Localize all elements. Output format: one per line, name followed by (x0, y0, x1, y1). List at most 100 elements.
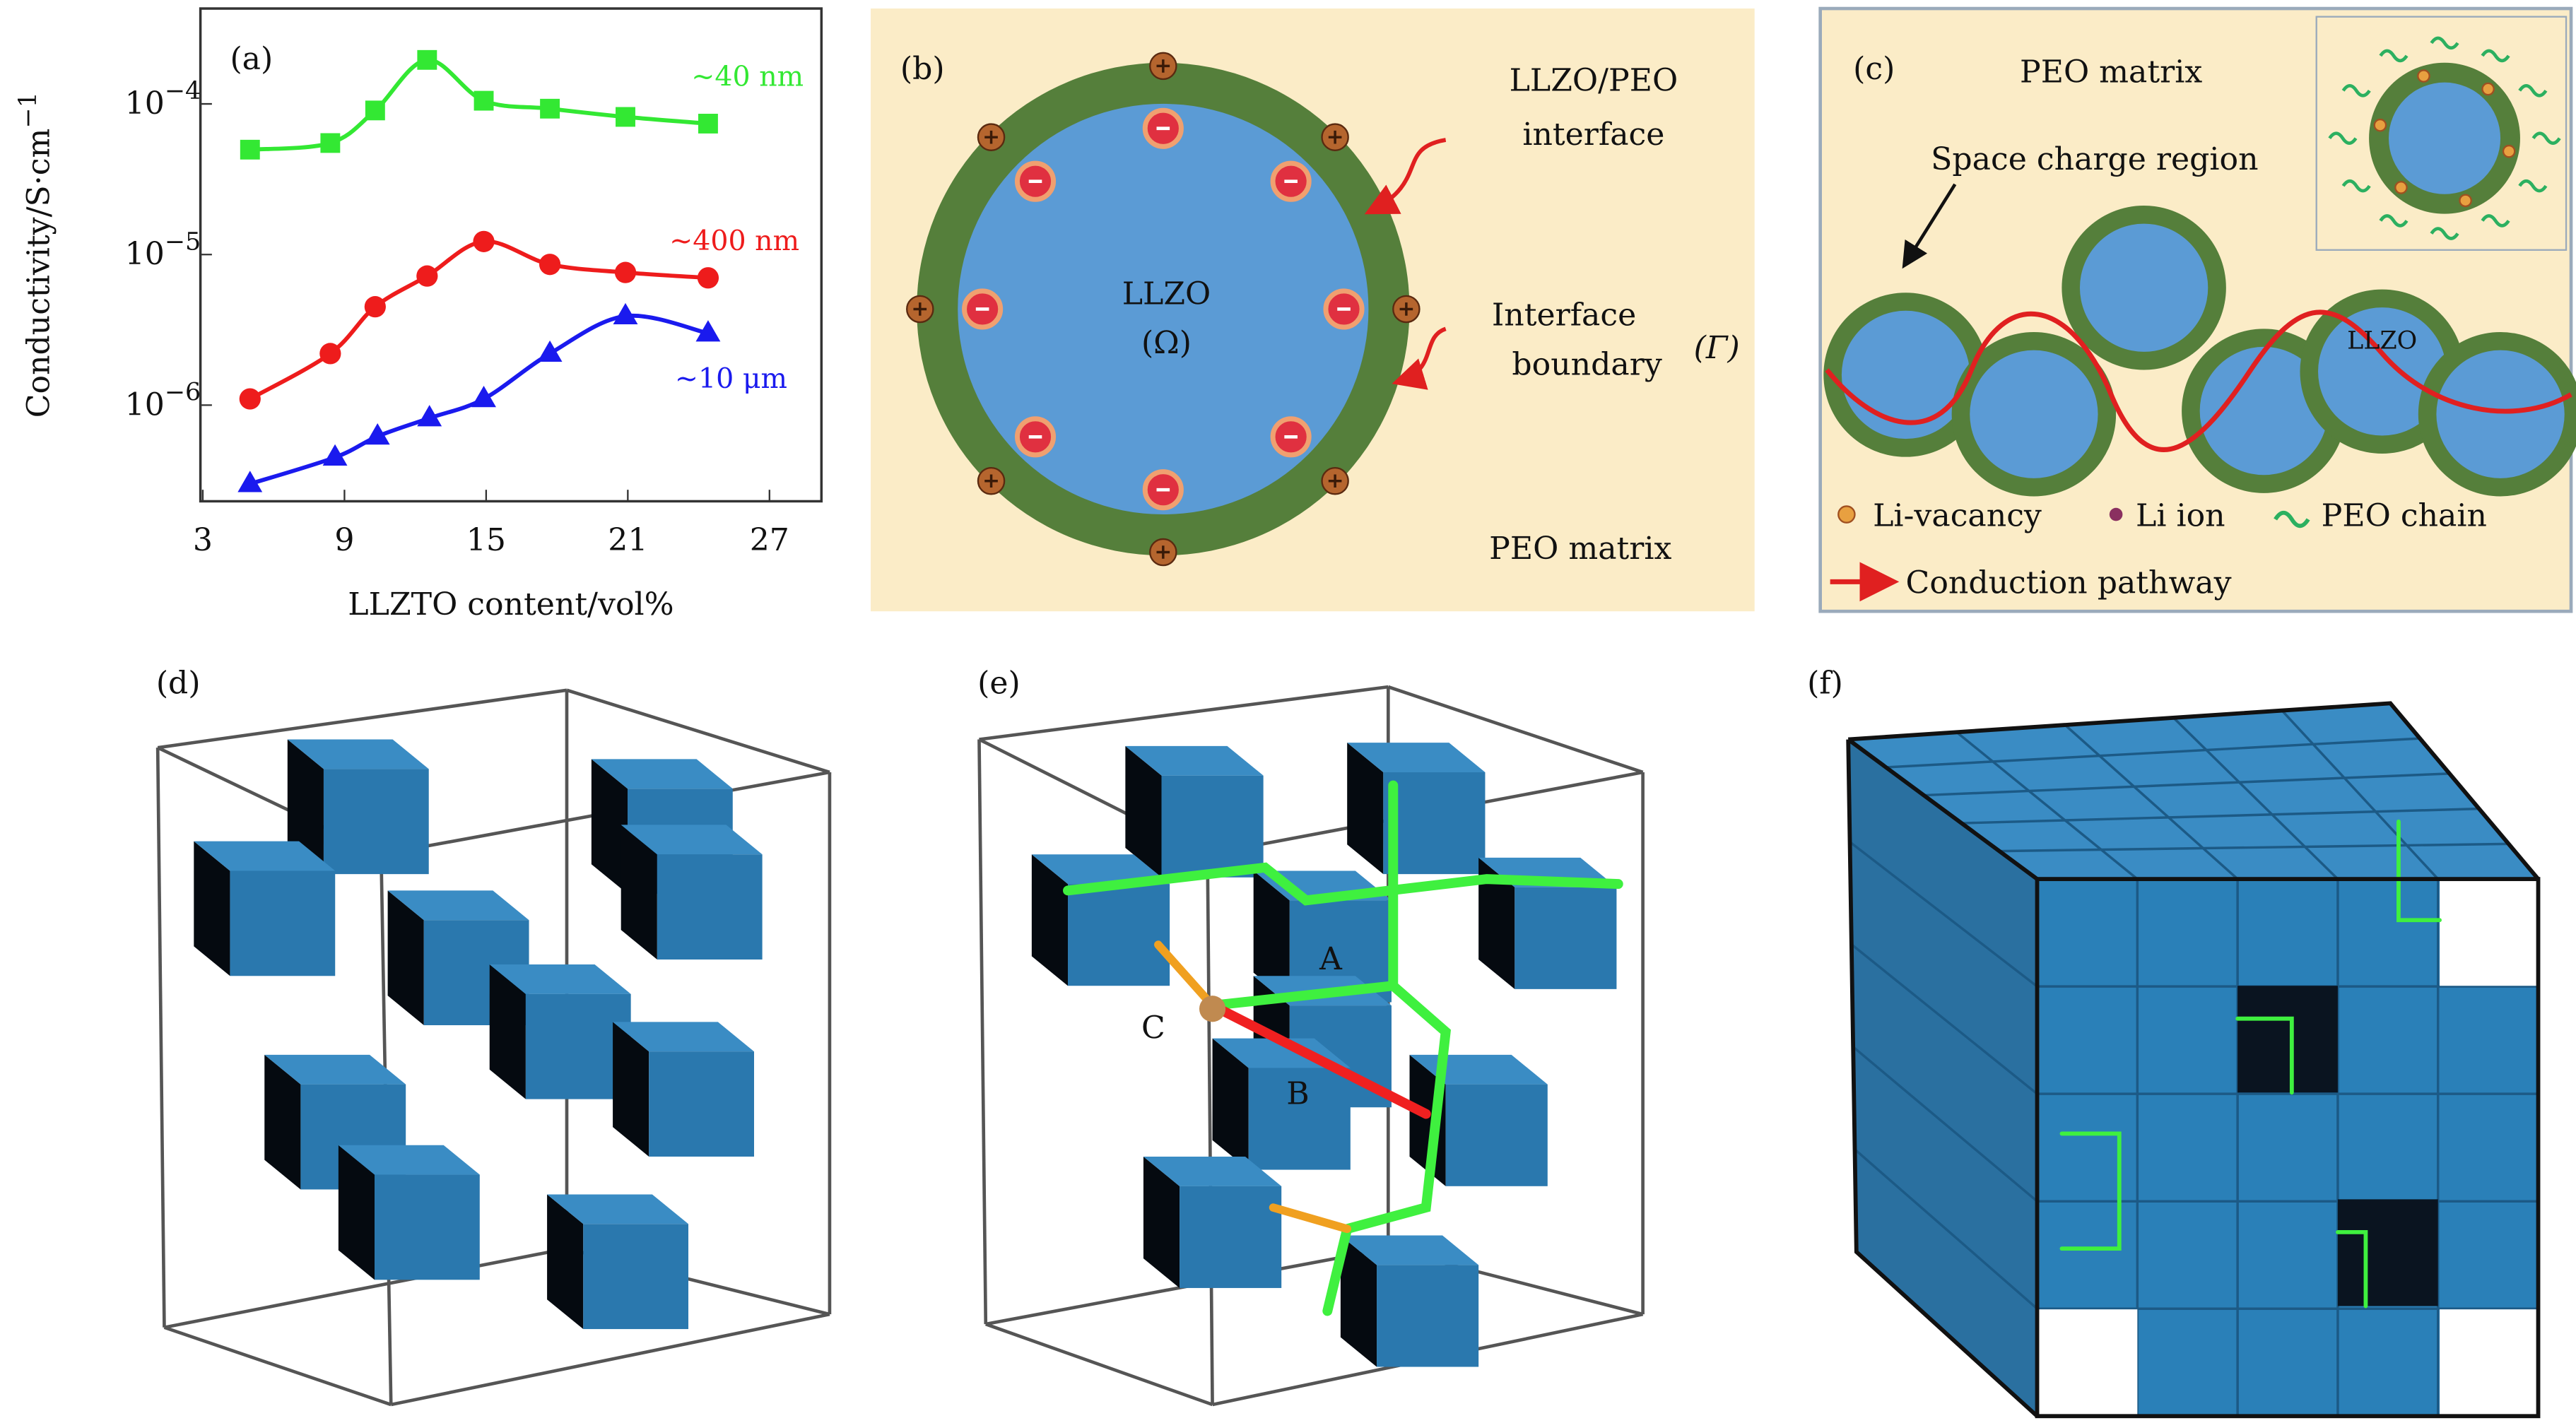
panel-c: (c) PEO matrix Space charge region LLZO … (1818, 6, 2576, 613)
cube-side (591, 759, 628, 894)
grid (1924, 772, 2450, 797)
charges (906, 52, 1421, 567)
peo-chain (2481, 49, 2510, 63)
marker (417, 49, 437, 70)
cube-top (1031, 854, 1170, 885)
marker (471, 385, 496, 408)
x-tick-label: 15 (466, 522, 506, 558)
cube-front (1445, 1084, 1548, 1186)
label: Space charge region (1931, 141, 2258, 177)
grid (1850, 943, 2038, 1095)
cube-front (1515, 887, 1617, 989)
grid (1854, 1148, 2038, 1310)
panel-label: (e) (977, 665, 1021, 701)
marker (237, 471, 263, 492)
cube-top (1340, 1235, 1479, 1265)
marker (364, 296, 386, 318)
cube-front (1068, 884, 1170, 986)
marker (616, 107, 635, 127)
cube-side (613, 1022, 649, 1157)
label: (Γ) (1694, 330, 1740, 366)
cube-top (489, 964, 631, 994)
y-tick-base: 10 (125, 386, 165, 423)
marker (474, 90, 494, 111)
x-tick-label: 9 (334, 522, 354, 558)
marker (240, 139, 260, 160)
box-edge (1387, 685, 1644, 774)
cube-top (194, 841, 336, 871)
particle-core (2318, 307, 2447, 436)
junction (1199, 996, 1226, 1022)
box-edge (979, 685, 1389, 741)
panel-b: (b) LLZO/PEO interface LLZO (Ω) Interfac… (871, 8, 1755, 612)
box-edge (157, 688, 567, 750)
marker (613, 302, 638, 325)
marker (473, 230, 495, 252)
box-edge (155, 748, 166, 1328)
plot-frame (199, 7, 823, 503)
peo-chain (2341, 84, 2371, 98)
cube-side (1478, 857, 1515, 989)
box-edge (164, 1246, 567, 1330)
conduction-path (1825, 309, 2572, 452)
marker (322, 444, 348, 466)
peo-chain (2531, 131, 2561, 145)
cube-side (1143, 1156, 1180, 1288)
legend-marker (1837, 505, 1856, 524)
x-tick-label: 27 (750, 522, 789, 558)
cube-side (338, 1145, 375, 1280)
peo-chain (2430, 36, 2459, 50)
y-tick-label: 10−4 (125, 77, 201, 122)
grid (1852, 1046, 2038, 1203)
y-tick-exponent: −5 (165, 228, 201, 256)
particle-core (2199, 346, 2328, 476)
sign (984, 130, 998, 144)
cube-front (1161, 775, 1264, 878)
y-tick-exponent: −4 (165, 77, 201, 105)
llzo-core (958, 103, 1369, 515)
legend-label: Li-vacancy (1873, 497, 2042, 533)
x-tick-label: 3 (193, 522, 213, 558)
arrow (1902, 183, 1957, 269)
particle-core (1841, 310, 1970, 439)
marker (697, 267, 719, 289)
series-label: ~10 μm (675, 362, 787, 395)
marker (537, 340, 563, 362)
arrow (1364, 138, 1447, 215)
label: LLZO (1122, 276, 1211, 312)
cube-front (375, 1174, 480, 1280)
outline (1846, 701, 2540, 1418)
y-tick-base: 10 (125, 236, 165, 272)
particle-core (2079, 223, 2209, 352)
grid (1849, 841, 2038, 988)
particle-core (1970, 350, 2098, 478)
y-tick-label: 10−5 (125, 228, 201, 272)
y-tick-exponent: −6 (165, 378, 201, 406)
marker (417, 405, 442, 427)
pathway (1207, 981, 1399, 1011)
cube-side (621, 825, 657, 960)
particle-core (2436, 350, 2565, 478)
sign (913, 302, 927, 316)
label: interface (1522, 117, 1664, 153)
cube-top (547, 1194, 689, 1224)
box-edge (163, 1325, 392, 1407)
label: PEO matrix (2020, 54, 2202, 90)
marker (365, 100, 385, 121)
cube-side (1340, 1235, 1377, 1367)
cube-top (1143, 1156, 1282, 1186)
sign (1399, 302, 1413, 316)
cube-side (1125, 745, 1162, 878)
panel-label: (d) (156, 665, 201, 701)
cube-front (1180, 1186, 1282, 1288)
series-label: ~40 nm (691, 60, 804, 93)
li-vacancy (2373, 118, 2387, 132)
interface-path (1154, 940, 1351, 1234)
hole (2037, 1309, 2138, 1417)
legend-label: PEO chain (2322, 497, 2487, 533)
marker (614, 261, 637, 283)
cube-top (387, 890, 529, 921)
cube-front (649, 1051, 754, 1157)
outline (2035, 877, 2541, 1419)
